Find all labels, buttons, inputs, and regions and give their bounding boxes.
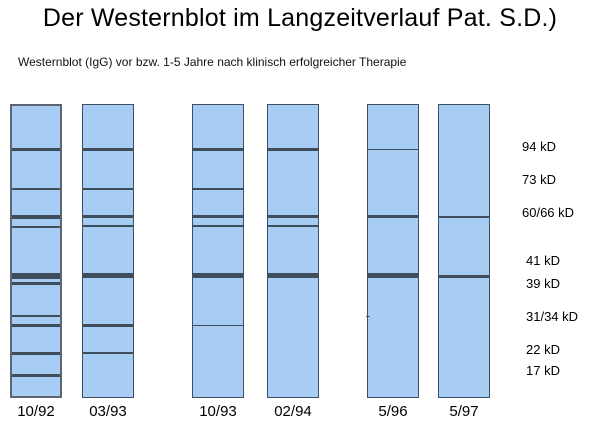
band xyxy=(439,216,489,218)
strip-date-label: 03/93 xyxy=(89,403,127,420)
band xyxy=(193,273,243,278)
band xyxy=(12,324,60,327)
band xyxy=(12,315,60,317)
band xyxy=(193,188,243,190)
subtitle: Westernblot (IgG) vor bzw. 1-5 Jahre nac… xyxy=(18,55,407,69)
mw-marker-label: 31/34 kD xyxy=(526,309,579,324)
strip-date-label: 02/94 xyxy=(274,403,312,420)
mw-marker-label: 39 kD xyxy=(526,276,560,291)
band xyxy=(83,148,133,151)
band xyxy=(439,275,489,278)
stray-tick-mark xyxy=(366,316,370,317)
blot-strip-02-94 xyxy=(267,104,319,398)
band xyxy=(368,273,418,278)
band xyxy=(193,325,243,326)
band xyxy=(12,282,60,285)
band xyxy=(83,188,133,190)
mw-marker-label: 94 kD xyxy=(522,139,556,154)
band xyxy=(12,273,60,279)
strip-date-label: 10/93 xyxy=(199,403,237,420)
band xyxy=(12,226,60,228)
band xyxy=(12,352,60,355)
blot-strip-03-93 xyxy=(82,104,134,398)
band xyxy=(12,374,60,377)
mw-marker-label: 60/66 kD xyxy=(522,205,575,220)
blot-strip-10-93 xyxy=(192,104,244,398)
band xyxy=(268,273,318,278)
mw-marker-label: 22 kD xyxy=(526,342,560,357)
strip-date-label: 10/92 xyxy=(17,403,55,420)
band xyxy=(268,225,318,227)
band xyxy=(83,273,133,278)
band xyxy=(193,225,243,227)
strip-date-label: 5/97 xyxy=(449,403,479,420)
band xyxy=(83,215,133,218)
band xyxy=(83,225,133,227)
blot-strip-5-97 xyxy=(438,104,490,398)
band xyxy=(368,215,418,218)
blot-strip-10-92 xyxy=(10,104,62,398)
strip-date-label: 5/96 xyxy=(378,403,408,420)
band xyxy=(193,215,243,218)
band xyxy=(12,215,60,219)
band xyxy=(368,149,418,150)
band xyxy=(83,324,133,327)
band xyxy=(12,148,60,151)
mw-marker-label: 73 kD xyxy=(522,172,556,187)
page-title: Der Westernblot im Langzeitverlauf Pat. … xyxy=(42,4,558,32)
mw-marker-label: 41 kD xyxy=(526,253,560,268)
band xyxy=(268,148,318,151)
band xyxy=(12,188,60,190)
mw-marker-label: 17 kD xyxy=(526,363,560,378)
blot-strip-5-96 xyxy=(367,104,419,398)
band xyxy=(268,215,318,218)
band xyxy=(83,352,133,354)
band xyxy=(193,148,243,151)
